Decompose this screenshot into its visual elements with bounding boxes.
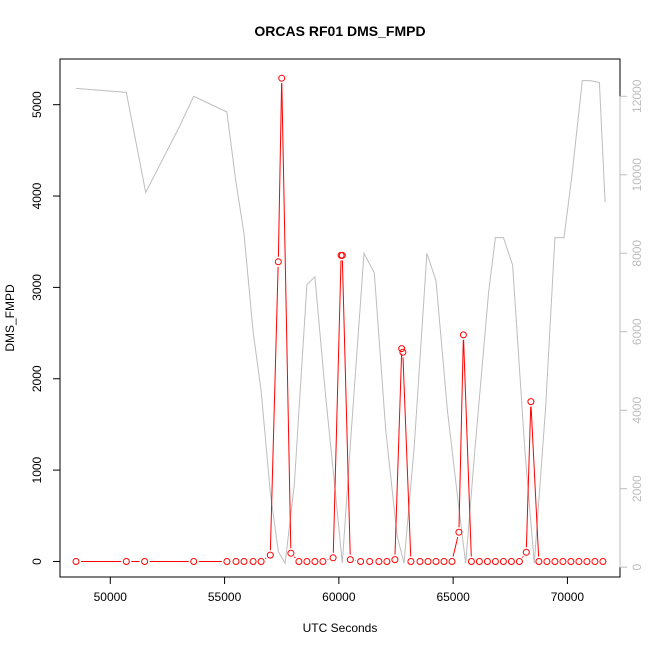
data-point <box>567 558 575 565</box>
data-point <box>278 74 286 82</box>
data-point <box>295 558 303 565</box>
primary-series-segment <box>269 266 279 551</box>
data-point <box>383 558 391 565</box>
primary-series-segment <box>277 83 283 257</box>
data-point <box>287 549 295 557</box>
data-point <box>491 558 499 565</box>
data-point <box>311 558 319 565</box>
primary-series-segment <box>525 406 532 548</box>
data-point <box>527 398 535 406</box>
data-point <box>515 558 523 565</box>
y2-tick-label: 0 <box>630 564 644 571</box>
data-point <box>424 558 432 565</box>
primary-series-segment <box>332 260 342 553</box>
chart-title: ORCAS RF01 DMS_FMPD <box>254 23 425 39</box>
y2-tick-label: 6000 <box>630 318 644 345</box>
data-point <box>440 558 448 565</box>
y-tick-label: 4000 <box>30 182 44 209</box>
data-point <box>338 251 346 259</box>
y2-tick-label: 8000 <box>630 240 644 267</box>
x-tick-label: 50000 <box>94 590 128 604</box>
y-tick-label: 0 <box>30 558 44 565</box>
x-axis-label: UTC Seconds <box>303 621 378 635</box>
y2-tick-label: 10000 <box>630 158 644 192</box>
data-point <box>72 558 80 565</box>
data-point <box>475 558 483 565</box>
y2-tick-label: 12000 <box>630 79 644 113</box>
primary-series-segment <box>264 557 267 560</box>
secondary-series <box>75 80 606 565</box>
y-axis: 0 1000 2000 3000 4000 5000 <box>30 91 61 565</box>
data-point <box>575 558 583 565</box>
data-point <box>455 528 463 536</box>
data-point <box>459 331 467 339</box>
data-point <box>599 558 607 565</box>
y2-tick-label: 4000 <box>630 397 644 424</box>
data-point <box>467 558 475 565</box>
primary-series-segment <box>452 536 459 557</box>
data-point <box>391 556 399 564</box>
data-point <box>240 558 248 565</box>
primary-series-segment <box>458 339 464 528</box>
data-point <box>559 558 567 565</box>
primary-series-segment <box>522 555 524 558</box>
data-point <box>266 551 274 559</box>
y-axis-label: DMS_FMPD <box>3 284 17 352</box>
data-point <box>366 558 374 565</box>
data-point <box>375 558 383 565</box>
data-point <box>141 558 149 565</box>
y-tick-label: 2000 <box>30 365 44 392</box>
x-tick-label: 60000 <box>322 590 356 604</box>
data-point <box>249 558 257 565</box>
data-point <box>303 558 311 565</box>
data-point <box>551 558 559 565</box>
primary-series-segment <box>281 83 292 549</box>
data-point <box>448 558 456 565</box>
primary-series-segment <box>530 406 540 557</box>
data-point <box>274 258 282 266</box>
x-tick-label: 70000 <box>551 590 585 604</box>
data-point <box>319 558 327 565</box>
y-tick-label: 3000 <box>30 274 44 301</box>
y2-tick-label: 2000 <box>630 475 644 502</box>
x-tick-label: 65000 <box>436 590 470 604</box>
data-point <box>346 556 354 564</box>
data-point <box>483 558 491 565</box>
data-point <box>357 558 365 565</box>
primary-series-segment <box>402 357 412 557</box>
data-point <box>329 554 337 562</box>
data-point <box>257 558 265 565</box>
data-point <box>522 548 530 556</box>
data-point <box>399 348 407 356</box>
data-point <box>223 558 231 565</box>
data-point <box>583 558 591 565</box>
primary-series-segment <box>293 556 296 559</box>
data-point <box>591 558 599 565</box>
data-point <box>432 558 440 565</box>
data-point <box>407 558 415 565</box>
primary-series <box>72 74 607 565</box>
data-point <box>535 558 543 565</box>
data-point <box>398 345 406 353</box>
x-tick-label: 55000 <box>208 590 242 604</box>
data-point <box>232 558 240 565</box>
secondary-series-line <box>75 80 606 565</box>
primary-series-segment <box>341 260 351 555</box>
x-axis: 50000 55000 60000 65000 70000 <box>94 576 585 604</box>
primary-series-segment <box>394 353 403 555</box>
data-point <box>416 558 424 565</box>
data-point <box>190 558 198 565</box>
y-tick-label: 1000 <box>30 456 44 483</box>
data-point <box>499 558 507 565</box>
y2-axis: 0 2000 4000 6000 8000 10000 12000 <box>619 79 644 571</box>
primary-series-segment <box>463 339 472 557</box>
data-point <box>507 558 515 565</box>
y-tick-label: 5000 <box>30 91 44 118</box>
data-point <box>122 558 130 565</box>
data-point <box>543 558 551 565</box>
